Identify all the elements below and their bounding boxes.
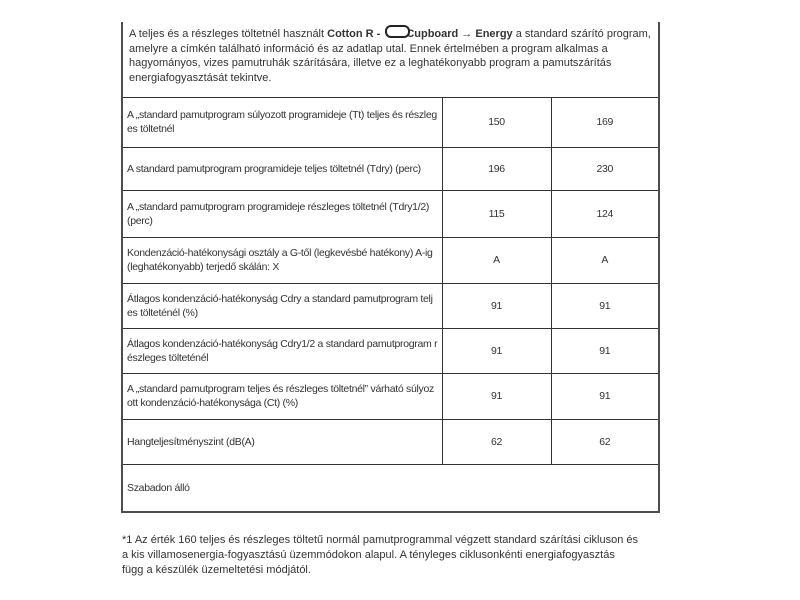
- table-row: A „standard pamutprogram teljes és részl…: [121, 372, 660, 420]
- intro-text-after: a standard szárító program, amelyre a cí…: [129, 28, 651, 84]
- spec-value-cell: A: [441, 236, 552, 284]
- cupboard-dry-icon: [385, 25, 411, 38]
- spec-value-cell: 196: [441, 146, 552, 191]
- program-name-suffix: Cupboard → Energy: [406, 28, 513, 40]
- spec-label-cell: Kondenzáció-hatékonysági osztály a G-től…: [121, 236, 443, 284]
- intro-row: A teljes és a részleges töltetnél haszná…: [121, 22, 660, 98]
- spec-value-cell: 124: [550, 189, 660, 238]
- spec-label-cell: A standard pamutprogram programideje tel…: [121, 146, 443, 191]
- spec-label-cell: Átlagos kondenzáció-hatékonyság Cdry a s…: [121, 282, 443, 329]
- table-row: Kondenzáció-hatékonysági osztály a G-től…: [121, 236, 660, 284]
- table-row: Átlagos kondenzáció-hatékonyság Cdry1/2 …: [121, 327, 660, 374]
- spec-value-cell: 230: [550, 146, 660, 191]
- spec-label-cell: A „standard pamutprogram teljes és részl…: [121, 372, 443, 420]
- spec-value-cell: 150: [441, 96, 552, 148]
- spec-value-cell: 169: [550, 96, 660, 148]
- spec-value-cell: 115: [441, 189, 552, 238]
- table-row: Hangteljesítményszint (dB(A) 62 62: [121, 418, 660, 465]
- spec-label-cell: A „standard pamutprogram súlyozott progr…: [121, 96, 443, 148]
- table-row: A „standard pamutprogram súlyozott progr…: [121, 96, 660, 148]
- spec-value-cell: 91: [550, 282, 660, 329]
- spec-value-cell: 62: [550, 418, 660, 465]
- program-name-prefix: Cotton R -: [327, 28, 384, 40]
- spec-value-cell: 62: [441, 418, 552, 465]
- spec-value-cell: 91: [441, 327, 552, 374]
- installation-type-cell: Szabadon álló: [121, 463, 660, 513]
- footnote: *1 Az érték 160 teljes és részleges tölt…: [122, 534, 639, 576]
- spec-label-cell: Átlagos kondenzáció-hatékonyság Cdry1/2 …: [121, 327, 443, 374]
- spec-value-cell: 91: [441, 372, 552, 420]
- spec-table: A teljes és a részleges töltetnél haszná…: [121, 22, 661, 513]
- intro-cell: A teljes és a részleges töltetnél haszná…: [121, 22, 660, 98]
- spec-label-cell: A „standard pamutprogram programideje ré…: [121, 189, 443, 238]
- spec-value-cell: 91: [550, 372, 660, 420]
- intro-text-before: A teljes és a részleges töltetnél haszná…: [129, 28, 328, 40]
- spec-value-cell: A: [550, 236, 660, 284]
- spec-value-cell: 91: [550, 327, 660, 374]
- table-row: A „standard pamutprogram programideje ré…: [121, 189, 660, 238]
- product-fiche: A teljes és a részleges töltetnél haszná…: [121, 22, 661, 578]
- spec-label-cell: Hangteljesítményszint (dB(A): [121, 418, 443, 465]
- table-row: A standard pamutprogram programideje tel…: [121, 146, 660, 191]
- spec-value-cell: 91: [441, 282, 552, 329]
- table-footer-row: Szabadon álló: [121, 463, 660, 513]
- table-row: Átlagos kondenzáció-hatékonyság Cdry a s…: [121, 282, 660, 329]
